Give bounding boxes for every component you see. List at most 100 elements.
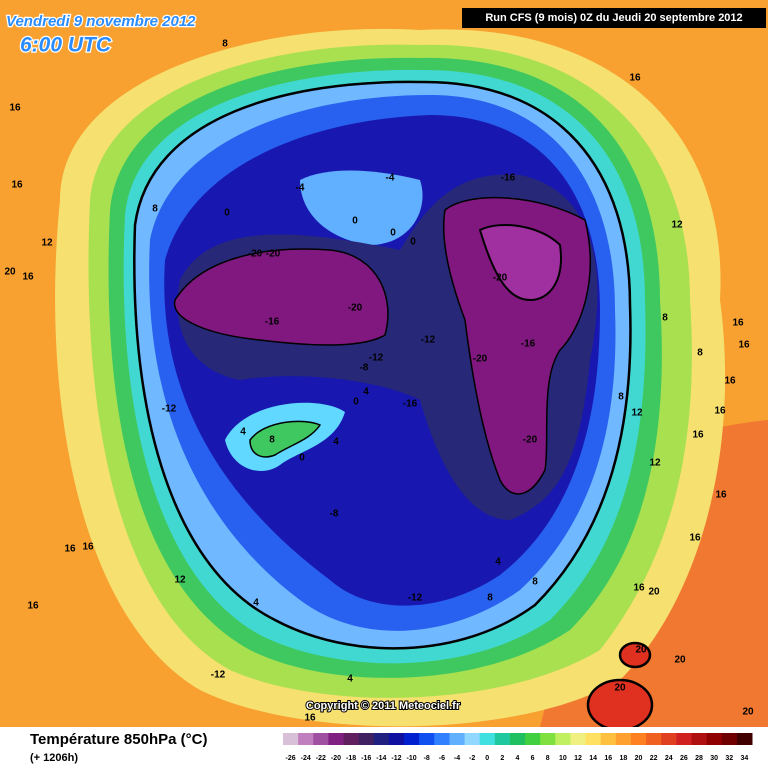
contour-label: 16 [633, 583, 645, 594]
contour-label: 20 [635, 645, 647, 656]
colorbar-cell [343, 733, 360, 745]
colorbar-label: 26 [680, 755, 688, 762]
contour-label: -16 [501, 173, 516, 184]
contour-label: -20 [248, 249, 263, 260]
contour-label: 8 [618, 392, 624, 403]
map-field [0, 0, 768, 732]
colorbar-cell [404, 733, 420, 745]
run-box [462, 8, 766, 28]
region-lightblue-patch [300, 170, 423, 245]
colorbar-label: 32 [725, 755, 733, 762]
colorbar-cell [585, 733, 602, 745]
contour-label: -12 [408, 593, 423, 604]
contour-label: 4 [347, 674, 353, 685]
colorbar-label: 4 [516, 755, 520, 762]
colorbar: -26 -24 -22 -20 -18 -16 -14 -12 -10 -8 -6 -4 -2 0 2 4 6 8… [283, 733, 753, 762]
contour-label: 16 [11, 180, 23, 191]
contour-label: 20 [648, 587, 660, 598]
colorbar-label: -18 [346, 755, 356, 762]
colorbar-label: 22 [650, 755, 658, 762]
contour-label: -4 [386, 173, 395, 184]
colorbar-label: -12 [391, 755, 401, 762]
contour-label: 0 [390, 228, 396, 239]
contour-label: 16 [82, 542, 94, 553]
colorbar-cell [555, 733, 571, 745]
colorbar-label: 24 [665, 755, 673, 762]
colorbar-label: 16 [604, 755, 612, 762]
colorbar-cell [358, 733, 375, 745]
colorbar-cell [373, 733, 390, 745]
colorbar-label: -26 [286, 755, 296, 762]
colorbar-cell [388, 733, 405, 745]
colorbar-cell [736, 733, 753, 745]
colorbar-label: -22 [316, 755, 326, 762]
contour-label: 16 [692, 430, 704, 441]
contour-label: 0 [353, 397, 359, 408]
contour-label: 16 [22, 272, 34, 283]
warm-core [618, 641, 652, 669]
contour-label: 16 [724, 376, 736, 387]
colorbar-cell [721, 733, 738, 745]
contour-label: 8 [697, 348, 703, 359]
colorbar-label: 18 [620, 755, 628, 762]
colorbar-cell [691, 733, 708, 745]
colorbar-cell [449, 733, 466, 745]
colorbar-label: -6 [439, 755, 445, 762]
contour-label: -16 [521, 339, 536, 350]
contour-label: 20 [614, 683, 626, 694]
contour-label: 8 [487, 593, 493, 604]
contour-label: -12 [421, 335, 436, 346]
contour-label: 8 [152, 204, 158, 215]
contour-label: -20 [266, 249, 281, 260]
contour-label: 16 [64, 544, 76, 555]
contour-label: 16 [27, 601, 39, 612]
colorbar-label: 28 [695, 755, 703, 762]
colorbar-cell [509, 733, 526, 745]
region-purple [173, 248, 389, 346]
contour-label: 20 [742, 707, 754, 718]
contour-label: -8 [360, 363, 369, 374]
contour-label: 16 [738, 340, 750, 351]
contour-label: 16 [732, 318, 744, 329]
contour-label: 12 [631, 408, 643, 419]
colorbar-label: 12 [574, 755, 582, 762]
contour-label: -20 [493, 273, 508, 284]
contour-label: 0 [352, 216, 358, 227]
colorbar-cell [494, 733, 511, 745]
contour-label: 16 [304, 713, 316, 724]
colorbar-cell [313, 733, 329, 745]
colorbar-cell [525, 733, 541, 745]
contour-label: 16 [715, 490, 727, 501]
header-time: 6:00 UTC [20, 34, 112, 57]
contour-label: -12 [369, 353, 384, 364]
colorbar-cell [434, 733, 450, 745]
colorbar-label: -24 [301, 755, 311, 762]
colorbar-label: 30 [710, 755, 718, 762]
contour-label: 8 [222, 39, 228, 50]
contour-label: 4 [240, 427, 246, 438]
contour-label: 16 [629, 73, 641, 84]
colorbar-label: 14 [589, 755, 597, 762]
colorbar-cell [283, 733, 299, 745]
colorbar-cell [479, 733, 496, 745]
colorbar-cell [615, 733, 632, 745]
colorbar-label: -8 [424, 755, 430, 762]
colorbar-label: 34 [741, 755, 749, 762]
contour-label: 8 [662, 313, 668, 324]
colorbar-label: -20 [331, 755, 341, 762]
colorbar-cell [646, 733, 662, 745]
colorbar-label: 6 [531, 755, 535, 762]
colorbar-label: 10 [559, 755, 567, 762]
contour-label: 20 [4, 267, 16, 278]
contour-label: 8 [269, 435, 275, 446]
contour-label: -12 [162, 404, 177, 415]
colorbar-cell [464, 733, 481, 745]
contour-label: 0 [224, 208, 230, 219]
colorbar-label: -2 [469, 755, 475, 762]
contour-label: -16 [265, 317, 280, 328]
run-info: Run CFS (9 mois) 0Z du Jeudi 20 septembr… [485, 12, 742, 24]
legend-title: Température 850hPa (°C) [30, 731, 207, 748]
contour-label: 4 [363, 387, 369, 398]
